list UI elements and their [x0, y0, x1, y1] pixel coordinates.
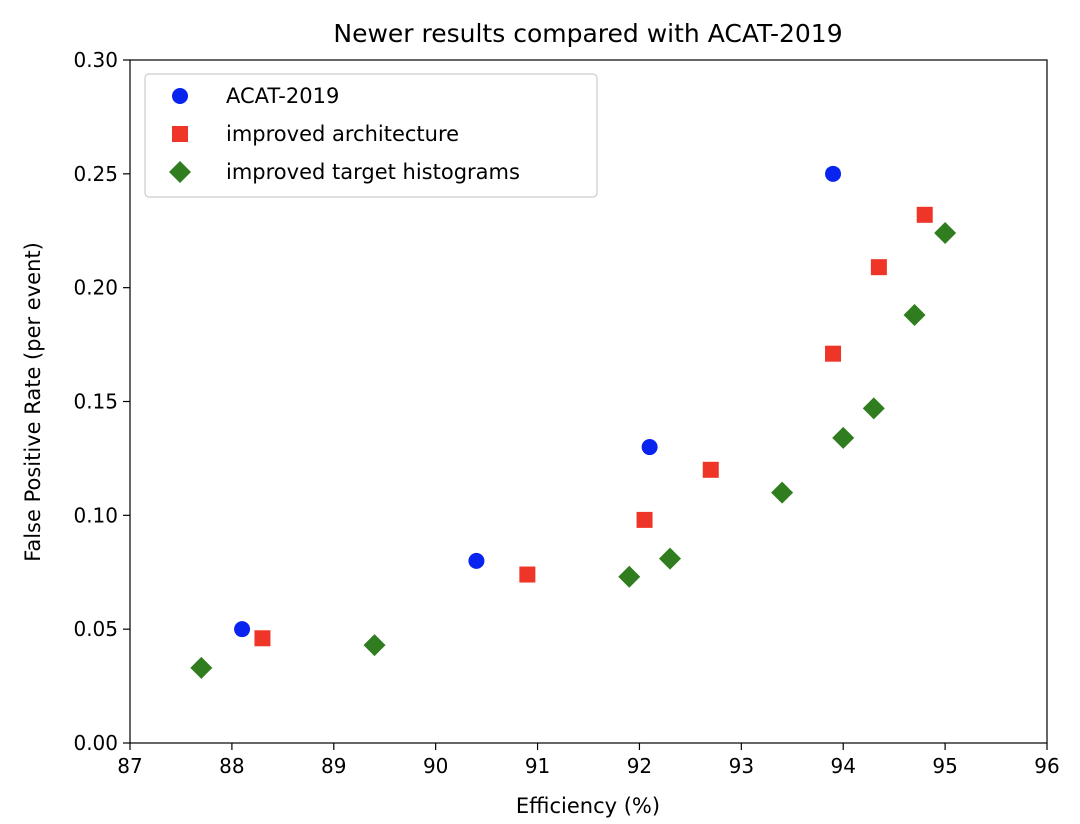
chart-title: Newer results compared with ACAT-2019: [333, 19, 842, 48]
x-axis-label: Efficiency (%): [516, 794, 660, 818]
y-tick-label: 0.30: [73, 48, 118, 72]
legend-label: improved architecture: [226, 122, 459, 146]
x-tick-label: 90: [423, 754, 448, 778]
data-point: [618, 565, 641, 588]
x-tick-label: 96: [1034, 754, 1059, 778]
legend-marker: [172, 126, 188, 142]
x-tick-label: 95: [932, 754, 957, 778]
data-point: [519, 566, 536, 583]
data-point: [825, 345, 842, 362]
x-axis: 87 88 89 90 91 92 93 94 95 96: [117, 743, 1060, 778]
data-point: [825, 165, 842, 182]
data-point: [254, 630, 271, 647]
series-circle: [234, 165, 842, 638]
x-tick-label: 88: [219, 754, 244, 778]
y-tick-label: 0.05: [73, 617, 118, 641]
legend-box: [144, 73, 598, 198]
data-point: [934, 222, 957, 245]
data-point: [916, 206, 933, 223]
y-tick-label: 0.20: [73, 276, 118, 300]
data-point: [363, 634, 386, 657]
data-point: [771, 481, 794, 504]
legend: ACAT-2019 improved architecture improved t…: [144, 73, 598, 198]
legend-label: ACAT-2019: [226, 84, 339, 108]
x-tick-label: 91: [525, 754, 550, 778]
data-point: [702, 461, 719, 478]
data-point: [903, 303, 926, 326]
data-point: [862, 397, 885, 420]
y-tick-label: 0.10: [73, 503, 118, 527]
plot-area: [129, 59, 1048, 744]
data-point: [659, 547, 682, 570]
data-point: [832, 426, 855, 449]
data-point: [641, 439, 658, 456]
x-tick-label: 89: [321, 754, 346, 778]
y-tick-label: 0.25: [73, 162, 118, 186]
legend-label: improved target histograms: [226, 160, 520, 184]
y-axis: 0.00 0.05 0.10 0.15 0.20 0.25 0.30: [73, 48, 130, 755]
x-tick-label: 87: [117, 754, 142, 778]
series-diamond: [190, 222, 957, 679]
x-tick-label: 94: [830, 754, 855, 778]
y-tick-label: 0.15: [73, 390, 118, 414]
data-point: [234, 621, 251, 638]
x-tick-label: 92: [627, 754, 652, 778]
data-point: [190, 656, 213, 679]
y-axis-label: False Positive Rate (per event): [21, 242, 45, 562]
data-point: [870, 259, 887, 276]
data-point: [468, 552, 485, 569]
legend-marker: [172, 88, 188, 104]
data-point: [636, 511, 653, 528]
y-tick-label: 0.00: [73, 731, 118, 755]
series-square: [254, 206, 933, 647]
legend-marker: [169, 161, 191, 183]
x-tick-label: 93: [729, 754, 754, 778]
